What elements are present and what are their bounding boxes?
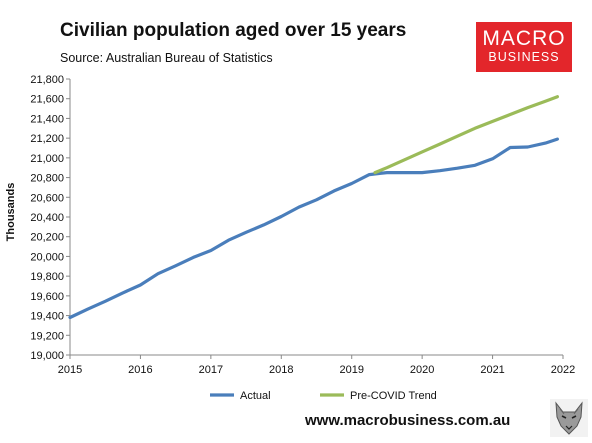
macrobusiness-logo: MACRO BUSINESS bbox=[476, 22, 572, 72]
logo-line-macro: MACRO bbox=[482, 27, 566, 50]
y-tick-label: 20,400 bbox=[30, 212, 64, 224]
y-tick-label: 19,000 bbox=[30, 350, 64, 362]
x-tick-label: 2020 bbox=[410, 364, 434, 376]
series-line-actual bbox=[68, 137, 560, 320]
y-tick-label: 21,600 bbox=[30, 94, 64, 106]
x-tick-label: 2016 bbox=[128, 364, 152, 376]
y-tick-label: 21,200 bbox=[30, 133, 64, 145]
series-line-pre-covid-trend bbox=[373, 95, 560, 175]
y-tick-label: 20,000 bbox=[30, 251, 64, 263]
y-tick-label: 20,600 bbox=[30, 192, 64, 204]
y-axis-ticks: 19,000 19,200 19,400 19,600 19,800 20,000 20,2… bbox=[30, 74, 70, 362]
y-tick-label: 20,200 bbox=[30, 232, 64, 244]
legend-label-pre-covid-trend: Pre-COVID Trend bbox=[350, 390, 437, 402]
y-tick-label: 19,200 bbox=[30, 330, 64, 342]
chart-subtitle: Source: Australian Bureau of Statistics bbox=[60, 51, 273, 65]
footer-website-url: www.macrobusiness.com.au bbox=[305, 412, 511, 429]
y-tick-label: 19,400 bbox=[30, 311, 64, 323]
y-tick-label: 21,400 bbox=[30, 113, 64, 125]
logo-line-business: BUSINESS bbox=[488, 50, 560, 64]
x-tick-label: 2018 bbox=[269, 364, 293, 376]
y-tick-label: 21,800 bbox=[30, 74, 64, 86]
y-tick-label: 21,000 bbox=[30, 153, 64, 165]
wolf-icon bbox=[550, 399, 588, 437]
series-group bbox=[68, 95, 560, 320]
y-tick-label: 19,600 bbox=[30, 291, 64, 303]
x-tick-label: 2019 bbox=[339, 364, 363, 376]
x-tick-label: 2021 bbox=[480, 364, 504, 376]
y-axis-title: Thousands bbox=[5, 183, 17, 242]
x-tick-label: 2015 bbox=[58, 364, 82, 376]
y-tick-label: 19,800 bbox=[30, 271, 64, 283]
legend: Actual Pre-COVID Trend bbox=[210, 390, 437, 402]
x-tick-label: 2017 bbox=[199, 364, 223, 376]
x-axis-ticks: 2015 2016 2017 2018 2019 2020 2021 2022 bbox=[58, 355, 575, 376]
y-tick-label: 20,800 bbox=[30, 173, 64, 185]
x-tick-label: 2022 bbox=[551, 364, 575, 376]
chart-title: Civilian population aged over 15 years bbox=[60, 20, 407, 41]
legend-label-actual: Actual bbox=[240, 390, 271, 402]
